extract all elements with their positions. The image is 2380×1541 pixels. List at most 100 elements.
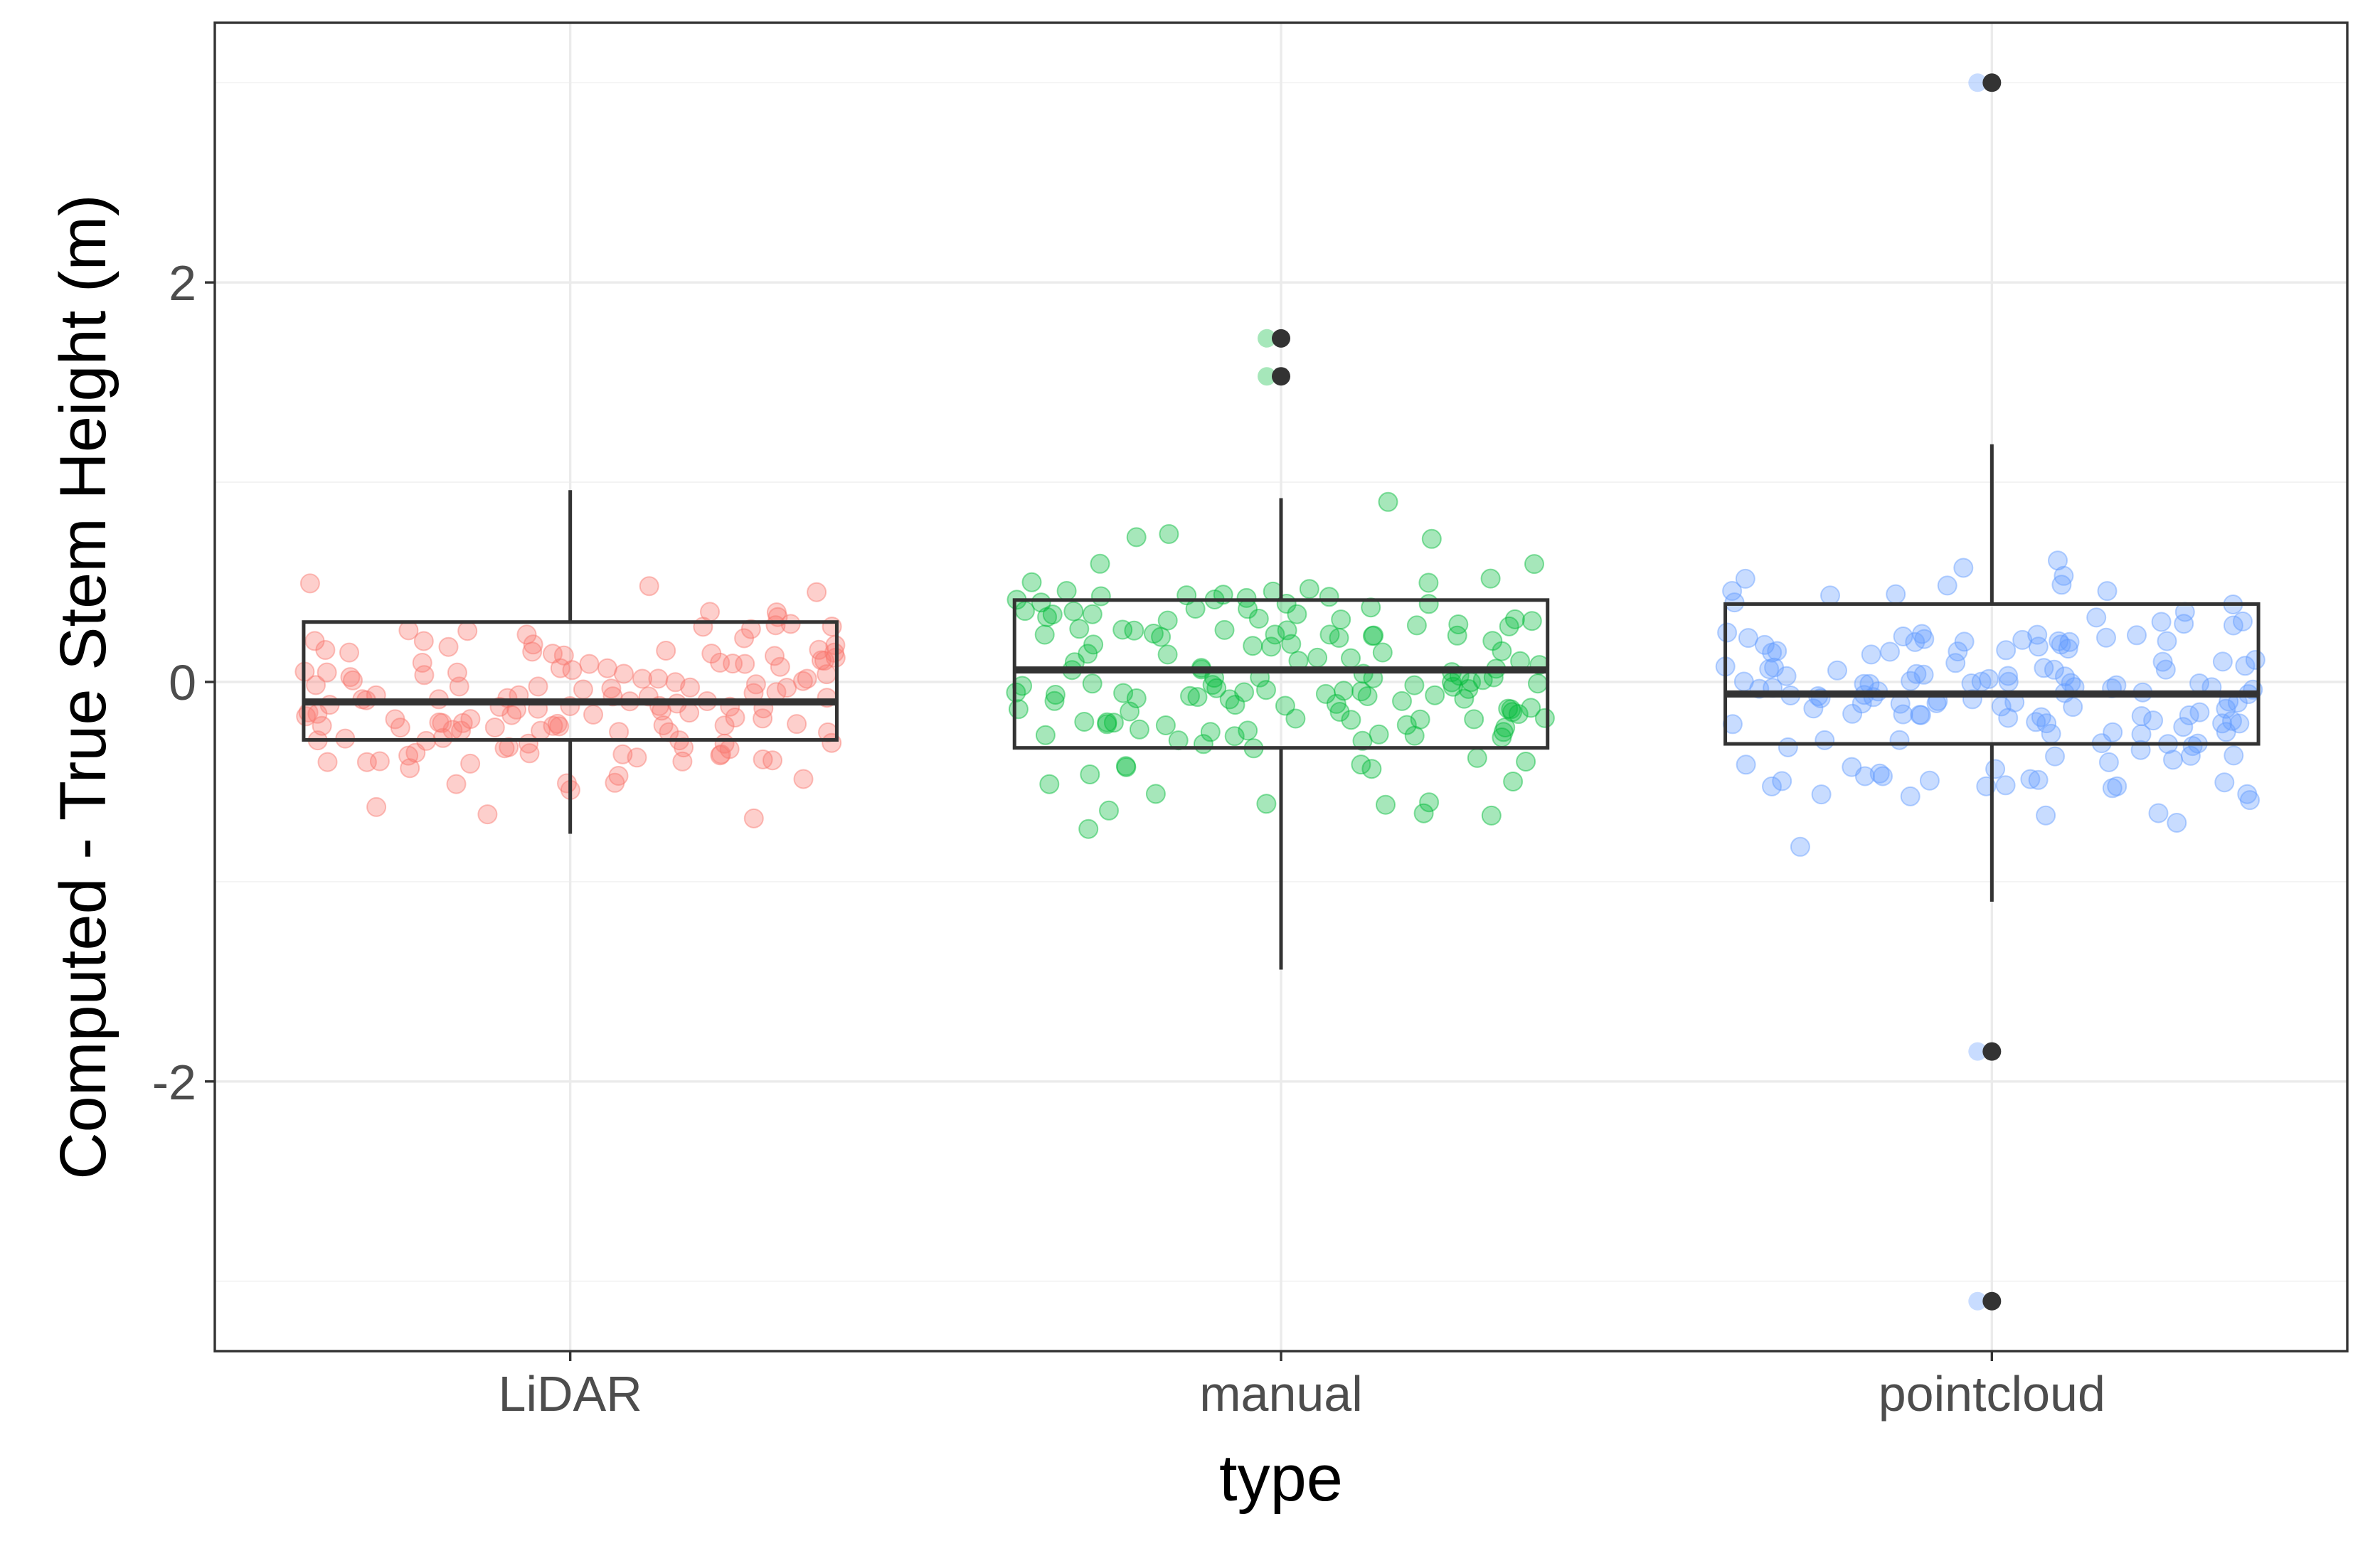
jitter-point bbox=[1502, 702, 1523, 722]
jitter-point bbox=[1776, 666, 1797, 686]
jitter-point bbox=[1238, 720, 1258, 741]
y-tick-label: -2 bbox=[152, 1055, 196, 1110]
jitter-point bbox=[499, 737, 519, 757]
jitter-point bbox=[2127, 625, 2147, 646]
jitter-point bbox=[1501, 699, 1521, 720]
jitter-point bbox=[710, 652, 731, 673]
jitter-point bbox=[1078, 819, 1099, 839]
jitter-point bbox=[1082, 604, 1103, 624]
jitter-point bbox=[1880, 641, 1900, 662]
jitter-point bbox=[2031, 707, 2051, 727]
jitter-point bbox=[1180, 686, 1200, 706]
outlier-point bbox=[1982, 73, 2002, 92]
jitter-point bbox=[400, 758, 420, 779]
jitter-point bbox=[1116, 757, 1137, 777]
jitter-point bbox=[2229, 713, 2250, 734]
jitter-point bbox=[412, 653, 432, 673]
jitter-point bbox=[432, 713, 452, 733]
y-tick-label: 0 bbox=[169, 655, 196, 710]
jitter-point bbox=[1912, 624, 1932, 644]
jitter-point bbox=[1968, 1042, 1987, 1061]
jitter-point bbox=[2222, 710, 2242, 731]
jitter-point bbox=[1236, 587, 1257, 608]
jitter-point bbox=[1097, 712, 1117, 732]
jitter-point bbox=[1772, 771, 1792, 791]
jitter-point bbox=[356, 752, 377, 772]
jitter-point bbox=[2034, 658, 2054, 678]
jitter-point bbox=[1504, 609, 1525, 629]
jitter-point bbox=[1803, 698, 1824, 719]
jitter-point bbox=[1913, 664, 1934, 685]
jitter-point bbox=[1425, 685, 1445, 705]
jitter-point bbox=[1258, 367, 1276, 386]
jitter-point bbox=[1953, 558, 1974, 578]
jitter-point bbox=[1759, 658, 1780, 679]
jitter-point bbox=[2059, 631, 2080, 652]
jitter-point bbox=[809, 639, 829, 660]
jitter-point bbox=[1492, 641, 1512, 661]
jitter-point bbox=[2086, 607, 2107, 628]
jitter-point bbox=[1143, 624, 1164, 644]
jitter-point bbox=[1034, 624, 1055, 645]
jitter-point bbox=[1948, 641, 1968, 662]
jitter-point bbox=[2107, 776, 2127, 796]
jitter-point bbox=[1361, 759, 1382, 779]
jitter-point bbox=[714, 715, 735, 736]
x-tick-label: pointcloud bbox=[1879, 1366, 2105, 1422]
jitter-point bbox=[523, 634, 543, 655]
jitter-point bbox=[390, 718, 410, 738]
jitter-point bbox=[665, 672, 686, 693]
jitter-point bbox=[432, 727, 453, 748]
jitter-point bbox=[1099, 800, 1119, 821]
jitter-point bbox=[1063, 601, 1084, 622]
jitter-point bbox=[2214, 772, 2235, 793]
outlier-point bbox=[1272, 329, 1290, 348]
jitter-point bbox=[2045, 746, 2065, 767]
jitter-point bbox=[1893, 704, 1913, 725]
jitter-point bbox=[1219, 689, 1240, 710]
jitter-point bbox=[343, 670, 363, 690]
jitter-point bbox=[1369, 724, 1389, 745]
jitter-point bbox=[656, 641, 676, 661]
jitter-point bbox=[1454, 688, 1475, 709]
jitter-point bbox=[1376, 794, 1396, 815]
jitter-point bbox=[1738, 628, 1758, 649]
jitter-point bbox=[1534, 708, 1555, 728]
jitter-point bbox=[317, 752, 338, 772]
jitter-point bbox=[1124, 620, 1144, 641]
jitter-point bbox=[2027, 624, 2048, 645]
jitter-point bbox=[296, 706, 317, 727]
jitter-point bbox=[1413, 803, 1434, 823]
jitter-point bbox=[1448, 614, 1469, 634]
jitter-point bbox=[2240, 790, 2260, 811]
jitter-point bbox=[2028, 636, 2049, 657]
jitter-point bbox=[612, 744, 633, 764]
jitter-point bbox=[2174, 614, 2194, 634]
jitter-point bbox=[2212, 651, 2233, 672]
jitter-point bbox=[608, 766, 629, 786]
jitter-point bbox=[549, 716, 570, 737]
jitter-point bbox=[672, 751, 693, 772]
jitter-point bbox=[2189, 702, 2210, 722]
jitter-point bbox=[1827, 660, 1847, 681]
jitter-point bbox=[2097, 581, 2118, 602]
jitter-point bbox=[447, 662, 467, 683]
jitter-point bbox=[797, 668, 817, 689]
jitter-point bbox=[1090, 553, 1110, 574]
jitter-point bbox=[1035, 725, 1056, 745]
jitter-point bbox=[2048, 550, 2068, 571]
jitter-point bbox=[1258, 329, 1276, 348]
jitter-point bbox=[519, 743, 540, 764]
jitter-point bbox=[405, 742, 426, 763]
x-tick-label: manual bbox=[1199, 1366, 1363, 1422]
jitter-point bbox=[1097, 714, 1117, 735]
jitter-point bbox=[792, 671, 813, 691]
jitter-point bbox=[306, 675, 326, 695]
jitter-point bbox=[1764, 657, 1785, 678]
jitter-point bbox=[1404, 725, 1425, 746]
jitter-point bbox=[1524, 554, 1544, 575]
jitter-point bbox=[1021, 572, 1042, 592]
jitter-point bbox=[1352, 730, 1373, 751]
jitter-point bbox=[1126, 688, 1147, 708]
jitter-point bbox=[1319, 624, 1340, 645]
